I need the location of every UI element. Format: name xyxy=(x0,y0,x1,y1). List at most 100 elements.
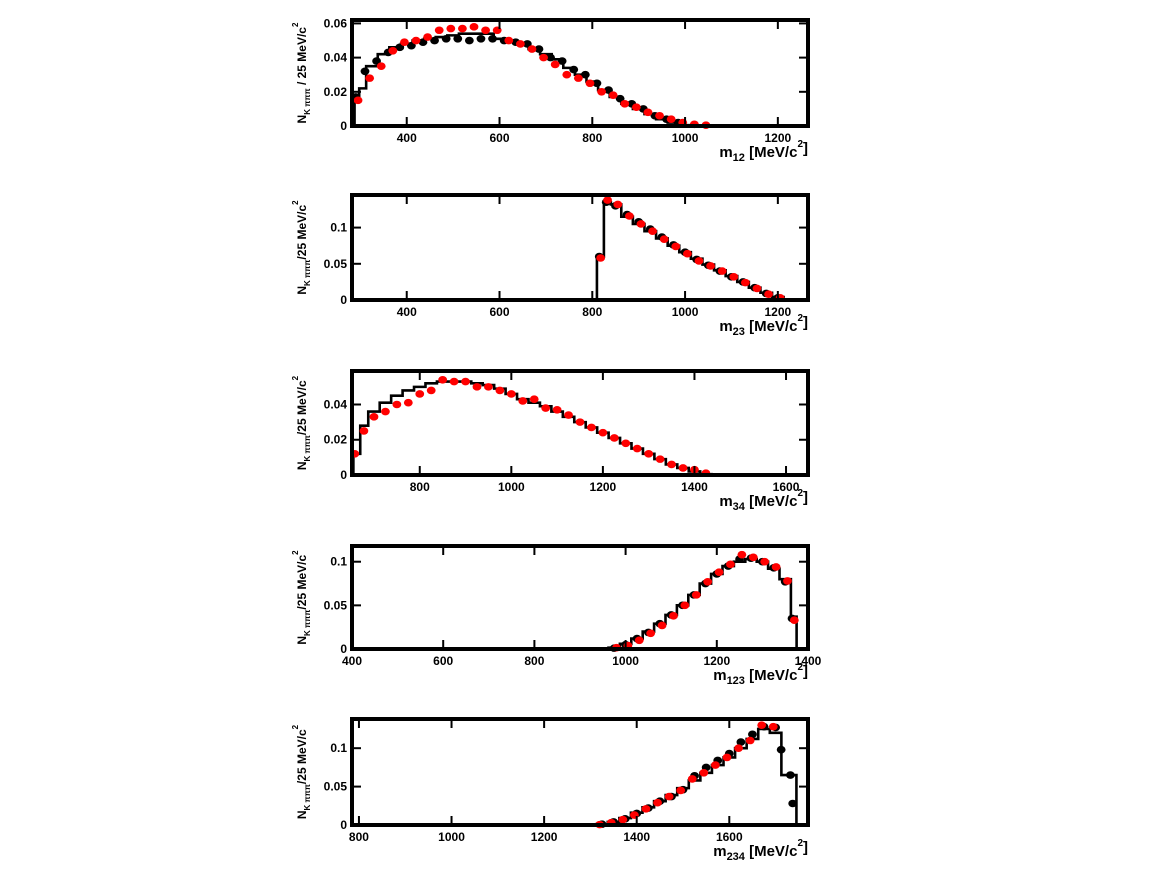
data-point xyxy=(659,235,669,243)
y-axis-title-part: /25 MeV/c xyxy=(295,205,309,260)
x-axis-title-part: 2 xyxy=(797,313,803,324)
x-axis-title-part: [MeV/c xyxy=(745,843,798,860)
x-tick-label: 1400 xyxy=(623,830,650,844)
data-point xyxy=(676,786,686,795)
data-point xyxy=(703,577,713,586)
data-point xyxy=(786,771,795,779)
data-point xyxy=(664,792,674,801)
data-point xyxy=(748,730,757,739)
data-point xyxy=(360,67,370,76)
data-point xyxy=(603,196,613,204)
data-point xyxy=(464,36,474,45)
data-point xyxy=(388,46,398,55)
y-tick-label: 0.06 xyxy=(324,16,348,30)
x-axis-title-part: 2 xyxy=(797,488,803,499)
data-point xyxy=(403,398,413,407)
y-tick-label: 0 xyxy=(340,642,347,656)
x-axis-title-part: m xyxy=(719,318,732,335)
data-point xyxy=(597,88,606,96)
data-point xyxy=(546,53,555,62)
data-point xyxy=(678,464,688,472)
data-point xyxy=(506,390,516,398)
x-axis-title-part: 34 xyxy=(733,501,746,513)
y-axis-title: NK πππ / 25 MeV/c2 xyxy=(291,22,312,123)
data-point xyxy=(655,111,664,120)
data-point xyxy=(752,284,762,293)
panel-m12: 400 600 800 1000 1200 0 0.02 0.04 0.06 m12 [MeV/c… xyxy=(291,16,810,164)
x-axis-title-part: 234 xyxy=(727,851,746,863)
x-axis-title-part: ] xyxy=(803,663,808,680)
x-axis-title-part: m xyxy=(719,493,732,510)
data-point xyxy=(529,395,539,404)
data-point xyxy=(438,376,448,384)
x-tick-label: 1600 xyxy=(773,480,800,494)
data-point xyxy=(449,377,459,386)
data-point xyxy=(596,254,606,262)
y-tick-label: 0.05 xyxy=(324,780,348,794)
data-point xyxy=(717,267,727,275)
data-point xyxy=(609,434,619,442)
y-tick-label: 0.05 xyxy=(324,598,348,612)
data-point xyxy=(585,79,595,88)
histogram-line xyxy=(353,32,693,127)
data-point xyxy=(691,591,701,599)
x-axis-title-part: [MeV/c xyxy=(745,144,798,161)
data-point xyxy=(608,91,618,100)
y-tick-label: 0.04 xyxy=(324,51,348,65)
x-axis-title: m123 [MeV/c2] xyxy=(713,662,808,687)
x-axis-title-part: m xyxy=(713,667,726,684)
data-point xyxy=(671,242,681,251)
x-axis-title-part: ] xyxy=(803,314,808,331)
x-axis-title: m234 [MeV/c2] xyxy=(713,838,808,863)
data-point xyxy=(737,550,747,559)
plot-frame xyxy=(350,369,810,477)
x-axis-title: m34 [MeV/c2] xyxy=(719,488,808,513)
data-point xyxy=(415,390,425,398)
data-point xyxy=(687,775,697,783)
x-tick-label: 800 xyxy=(582,305,602,319)
y-axis-title-part: N xyxy=(295,810,309,819)
data-point xyxy=(655,455,665,463)
data-point xyxy=(359,427,369,435)
plot-frame xyxy=(350,193,810,302)
data-point xyxy=(714,568,724,576)
data-point xyxy=(740,278,750,287)
plot-frame xyxy=(350,18,810,128)
y-tick-label: 0.02 xyxy=(324,433,348,447)
x-tick-label: 1200 xyxy=(590,480,617,494)
data-point xyxy=(369,413,379,421)
data-point xyxy=(395,43,405,52)
x-tick-label: 1000 xyxy=(438,830,465,844)
y-tick-label: 0 xyxy=(340,468,347,482)
x-tick-label: 1200 xyxy=(531,830,558,844)
x-axis-title-part: 23 xyxy=(733,326,745,338)
data-point xyxy=(666,115,676,123)
panel-m123: 400 600 800 1000 1200 1400 0 0.05 0.1 m123 [MeV/c… xyxy=(291,544,822,687)
data-point xyxy=(392,400,402,409)
data-point xyxy=(430,36,439,45)
data-point xyxy=(472,383,482,391)
y-axis-title-part: 2 xyxy=(291,22,300,27)
y-axis-title-part: N xyxy=(295,636,309,645)
data-point xyxy=(636,220,646,228)
y-axis-title: NK πππ/25 MeV/c2 xyxy=(291,724,312,819)
data-point xyxy=(783,577,792,585)
y-axis-title-part: K πππ xyxy=(303,435,312,461)
y-axis-title-part: /25 MeV/c xyxy=(295,729,309,784)
plot-frame xyxy=(350,717,810,827)
x-tick-label: 400 xyxy=(342,654,362,668)
data-point xyxy=(598,428,608,437)
data-point xyxy=(745,736,755,745)
data-point xyxy=(539,53,548,62)
x-tick-label: 1000 xyxy=(612,654,639,668)
data-point xyxy=(353,96,363,105)
x-tick-label: 1600 xyxy=(716,830,743,844)
y-axis-title: NK πππ/25 MeV/c2 xyxy=(291,200,312,295)
data-point xyxy=(504,36,514,45)
data-point xyxy=(729,273,739,281)
data-point xyxy=(522,40,532,48)
data-point xyxy=(632,444,642,453)
y-axis-title: NK πππ/25 MeV/c2 xyxy=(291,375,312,470)
